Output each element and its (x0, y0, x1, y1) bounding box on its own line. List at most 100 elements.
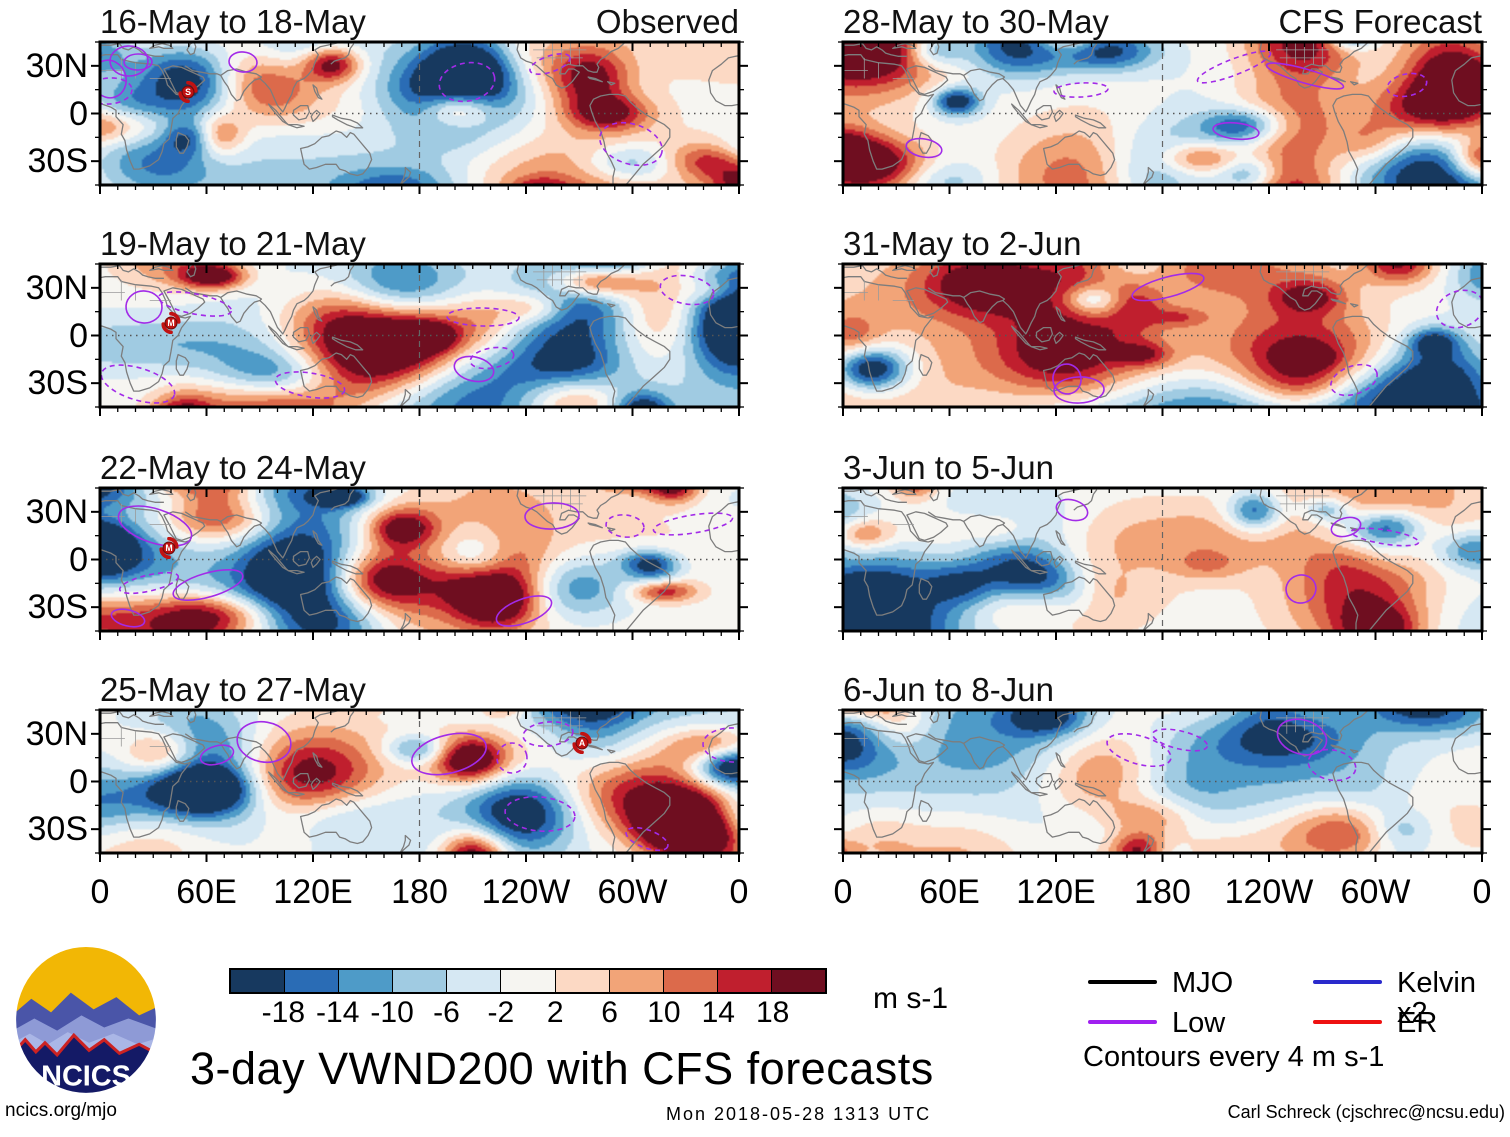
x-axis-label: 120W (1224, 873, 1314, 911)
low-wave-contours (1055, 498, 1420, 604)
coastlines (101, 489, 738, 630)
country-borders (844, 489, 1330, 525)
panel-title: 16-May to 18-May (100, 3, 366, 40)
colorbar-segment (284, 970, 339, 992)
x-axis-label: 180 (1134, 873, 1191, 911)
colorbar-segment (662, 970, 717, 992)
y-axis-label: 30S (27, 364, 89, 403)
map-area (834, 486, 1491, 640)
map-frame (841, 262, 1484, 409)
map-area (834, 40, 1491, 194)
ncics-logo: NCICS (13, 944, 159, 1096)
panel-title: 3-Jun to 5-Jun (843, 449, 1054, 486)
x-axis-label: 0 (833, 873, 853, 911)
y-axis-label: 30S (27, 142, 89, 181)
map-panel: 3-Jun to 5-Jun (834, 448, 1491, 640)
y-axis-label: 0 (69, 316, 88, 355)
y-axis-label: 0 (69, 540, 88, 579)
country-borders (101, 43, 587, 79)
y-axis-label: 30N (25, 492, 88, 531)
colorbar-segment (446, 970, 501, 992)
panel-header: 28-May to 30-May CFS Forecast (843, 2, 1482, 40)
map-area: M (91, 486, 748, 640)
y-axis-label: 30N (25, 714, 88, 753)
panel-title: 22-May to 24-May (100, 449, 366, 486)
map-overlay (91, 708, 748, 862)
map-area (834, 708, 1491, 862)
contour-interval-note: Contours every 4 m s-1 (1083, 1041, 1385, 1073)
panel-header: 16-May to 18-May Observed (100, 2, 739, 40)
colorbar-segment (716, 970, 771, 992)
colorbar-tick-label: -18 (261, 996, 306, 1029)
map-area: A (91, 708, 748, 862)
author-credit: Carl Schreck (cjschrec@ncsu.edu) (1227, 1102, 1505, 1122)
map-overlay (91, 40, 748, 194)
map-panel: 19-May to 21-May M (91, 224, 748, 416)
map-overlay (91, 486, 748, 640)
colorbar-tick-label: -2 (487, 996, 515, 1029)
site-link[interactable]: ncics.org/mjo (5, 1100, 117, 1121)
map-overlay (834, 262, 1491, 416)
x-axis-label: 120E (1016, 873, 1096, 911)
legend-label: Kelvin x2 (1397, 967, 1476, 1029)
colorbar-segment (338, 970, 393, 992)
legend-label: MJO (1172, 967, 1234, 999)
map-area: S (91, 40, 748, 194)
map-panel: 16-May to 18-May Observed S (91, 2, 748, 194)
panel-header: 22-May to 24-May (100, 448, 739, 486)
x-axis-label: 60W (1340, 873, 1411, 911)
y-axis-label: 0 (69, 762, 88, 801)
map-frame (98, 262, 741, 409)
map-overlay (834, 486, 1491, 640)
y-axis-label: 0 (69, 94, 88, 133)
coastlines (844, 489, 1481, 630)
map-frame (98, 486, 741, 633)
legend-label: Low (1172, 1007, 1226, 1039)
colorbar-segment (554, 970, 609, 992)
x-axis-label: 0 (90, 873, 110, 911)
map-panel: 31-May to 2-Jun (834, 224, 1491, 416)
colorbar-units-label: m s-1 (873, 982, 948, 1015)
colorbar-segment (770, 970, 826, 992)
colorbar-tick-label: 2 (546, 996, 564, 1029)
low-wave-contours (905, 50, 1428, 159)
country-borders (844, 711, 1330, 747)
colorbar-tick-label: 6 (601, 996, 618, 1029)
panel-title: 25-May to 27-May (100, 671, 366, 708)
map-area (834, 262, 1491, 416)
country-borders (101, 265, 587, 301)
y-axis-label: 30S (27, 810, 89, 849)
panel-title: 6-Jun to 8-Jun (843, 671, 1054, 708)
x-axis-label: 120E (273, 873, 353, 911)
map-overlay (834, 708, 1491, 862)
map-frame (841, 486, 1484, 633)
map-area: M (91, 262, 748, 416)
legend-line-low (1088, 1020, 1157, 1024)
low-wave-contours (1106, 718, 1357, 782)
x-axis-label: 60W (597, 873, 668, 911)
coastlines (844, 711, 1481, 852)
colorbar-tick-label: 14 (701, 996, 735, 1029)
figure-title: 3-day VWND200 with CFS forecasts (190, 1043, 934, 1094)
generation-timestamp: Mon 2018-05-28 1313 UTC (666, 1104, 932, 1124)
x-axis-label: 60E (919, 873, 980, 911)
map-panel: 6-Jun to 8-Jun (834, 670, 1491, 862)
low-wave-contours (199, 720, 738, 852)
panel-source-label: Observed (595, 3, 739, 40)
map-panel: 22-May to 24-May M (91, 448, 748, 640)
legend-line-kelvin-x2 (1313, 980, 1382, 984)
country-borders (844, 265, 1330, 301)
legend-label: ER (1397, 1007, 1438, 1039)
x-axis-label: 180 (391, 873, 448, 911)
panel-header: 31-May to 2-Jun (843, 224, 1482, 262)
x-axis-label: 60E (176, 873, 237, 911)
map-panel: 25-May to 27-May A (91, 670, 748, 862)
panel-header: 6-Jun to 8-Jun (843, 670, 1482, 708)
y-axis-label: 30N (25, 268, 88, 307)
colorbar-segment (231, 970, 285, 992)
map-frame (841, 40, 1484, 187)
logo-ridge-line (14, 1032, 158, 1058)
panel-header: 3-Jun to 5-Jun (843, 448, 1482, 486)
coastlines (844, 265, 1481, 406)
